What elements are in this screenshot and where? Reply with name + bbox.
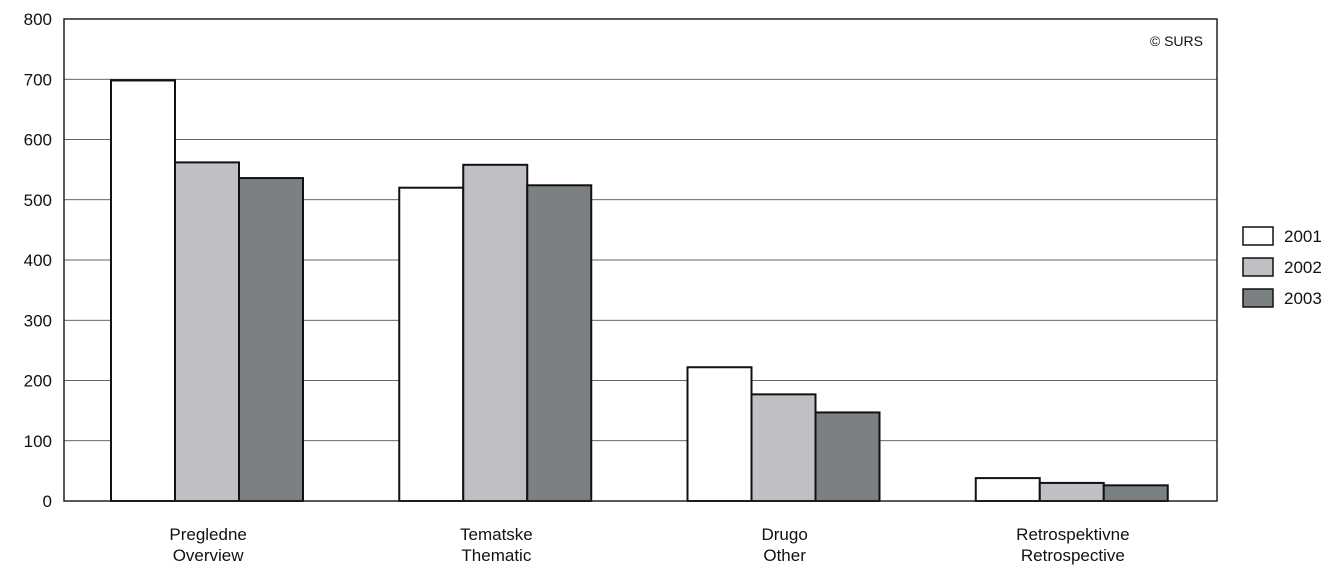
bar-2002-3 bbox=[1038, 481, 1105, 502]
category-label: Tematske bbox=[460, 525, 533, 544]
category-labels: Pregledne Overview Tematske Thematic Drugo Ot… bbox=[169, 525, 1129, 565]
y-tick-label: 0 bbox=[43, 492, 52, 511]
category-label: Overview bbox=[173, 546, 245, 565]
y-tick-label: 500 bbox=[24, 191, 52, 210]
legend-label: 2002 bbox=[1284, 258, 1322, 277]
bar-2001-1 bbox=[398, 186, 465, 502]
category-label: Drugo bbox=[761, 525, 807, 544]
bar-2003-2 bbox=[814, 411, 881, 502]
legend-swatch-2001 bbox=[1242, 226, 1274, 246]
bar-2002-1 bbox=[462, 163, 529, 502]
bar-2002-2 bbox=[750, 393, 817, 503]
bar-2002-0 bbox=[174, 161, 240, 503]
y-tick-label: 100 bbox=[24, 432, 52, 451]
bar-2001-0 bbox=[110, 79, 176, 503]
bar-2001-3 bbox=[974, 477, 1041, 503]
y-tick-label: 600 bbox=[24, 131, 52, 150]
category-label: Pregledne bbox=[169, 525, 247, 544]
legend-swatch-2003 bbox=[1242, 288, 1274, 308]
legend-swatch-2002 bbox=[1242, 257, 1274, 277]
y-tick-label: 300 bbox=[24, 311, 52, 330]
y-tick-label: 200 bbox=[24, 372, 52, 391]
bar-2003-3 bbox=[1102, 484, 1169, 502]
y-tick-label: 800 bbox=[24, 10, 52, 29]
y-tick-label: 700 bbox=[24, 70, 52, 89]
legend-label: 2003 bbox=[1284, 289, 1322, 308]
credit-label: © SURS bbox=[1150, 33, 1203, 49]
category-label: Other bbox=[763, 546, 806, 565]
bar-2003-1 bbox=[526, 184, 593, 502]
bars bbox=[110, 79, 1169, 503]
bar-2003-0 bbox=[238, 177, 304, 502]
legend: 2001 2002 2003 bbox=[1242, 226, 1322, 308]
category-label: Retrospektivne bbox=[1016, 525, 1129, 544]
category-label: Retrospective bbox=[1021, 546, 1125, 565]
legend-label: 2001 bbox=[1284, 227, 1322, 246]
category-label: Thematic bbox=[461, 546, 531, 565]
y-tick-label: 400 bbox=[24, 251, 52, 270]
plot-frame bbox=[63, 18, 1218, 502]
y-axis-ticks: 0 100 200 300 400 500 600 700 800 bbox=[24, 10, 52, 511]
bar-2001-2 bbox=[686, 366, 753, 502]
